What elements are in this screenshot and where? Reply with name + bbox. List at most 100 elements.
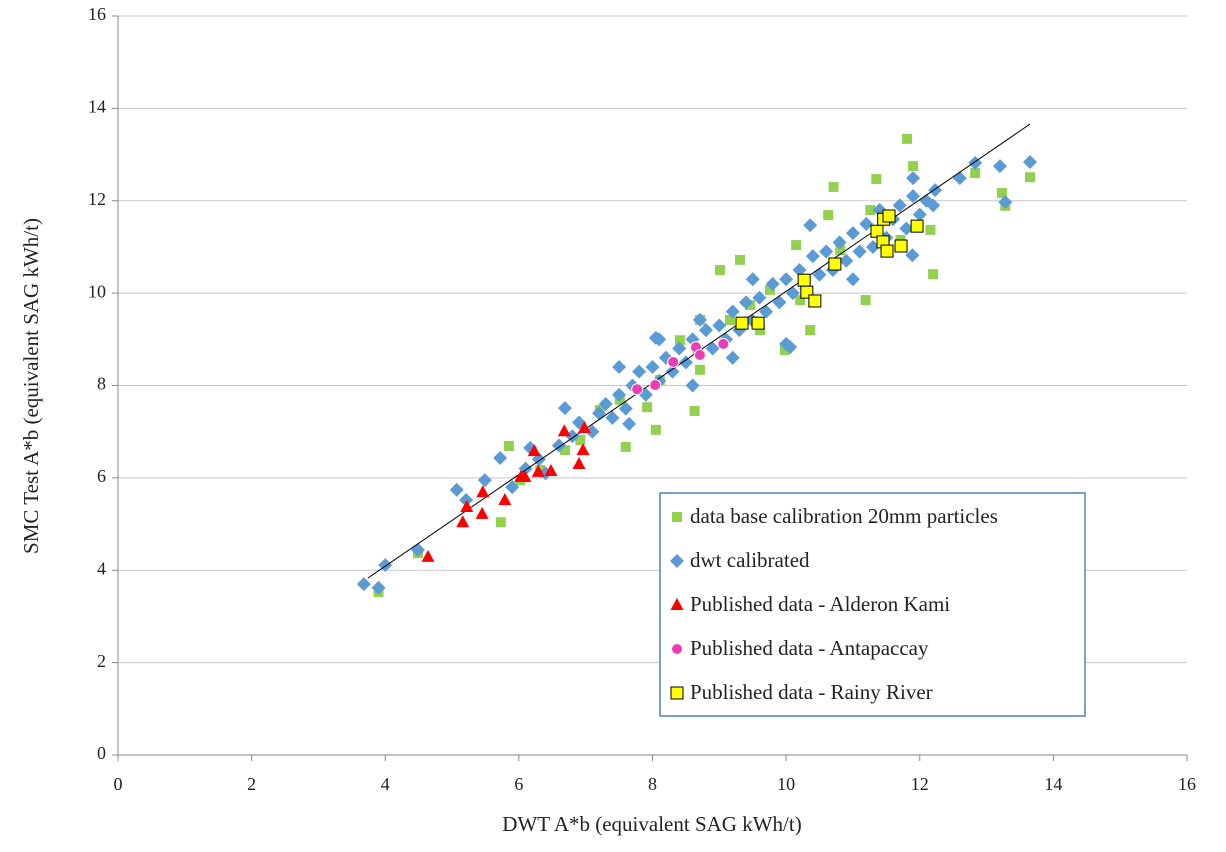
y-tick-label: 6 [97,466,106,486]
diamond-marker [612,387,627,402]
y-tick-label: 14 [88,97,106,117]
x-tick-label: 8 [648,774,657,794]
diamond-marker [605,410,620,425]
square-marker [755,325,766,336]
square-marker [908,161,919,172]
square-marker [828,257,842,271]
triangle-marker [475,506,489,519]
diamond-marker [752,290,767,305]
diamond-marker [912,207,927,222]
square-marker [725,314,736,325]
square-marker [910,219,924,233]
square-marker [689,405,700,416]
diamond-marker [839,253,854,268]
diamond-marker [865,239,880,254]
diamond-marker [622,416,637,431]
square-marker [714,265,725,276]
circle-marker [667,355,680,368]
diamond-marker [652,332,667,347]
triangle-marker [518,469,532,482]
diamond-marker [899,221,914,236]
square-marker [925,224,936,235]
x-tick-label: 12 [911,774,929,794]
diamond-marker [998,195,1013,210]
diamond-marker [685,378,700,393]
square-marker [808,294,822,308]
y-tick-label: 12 [88,189,106,209]
triangle-marker [460,499,474,512]
triangle-marker [456,515,470,528]
diamond-marker [845,272,860,287]
diamond-marker [1022,154,1037,169]
square-marker [894,239,908,253]
legend-label: Published data - Rainy River [690,680,933,704]
square-marker [791,240,802,251]
square-marker [795,295,806,306]
marks [356,123,1037,597]
square-marker [805,325,816,336]
square-marker [503,441,514,452]
square-marker [642,402,653,413]
legend-label: data base calibration 20mm particles [690,504,998,528]
diamond-marker [665,364,680,379]
diamond-marker [892,198,907,213]
square-marker [823,210,834,221]
square-marker [694,364,705,375]
diamond-marker [832,235,847,250]
diamond-marker [678,355,693,370]
diamond-marker [845,226,860,241]
diamond-marker [612,360,627,375]
diamond-marker [952,171,967,186]
legend-label: dwt calibrated [690,548,810,572]
x-tick-label: 14 [1044,774,1062,794]
square-marker [674,335,685,346]
x-tick-label: 10 [777,774,795,794]
square-marker [880,244,894,258]
diamond-marker [692,312,707,327]
square-marker [575,435,586,446]
square-marker [670,686,684,700]
diamond-marker [477,473,492,488]
diamond-marker [765,276,780,291]
triangle-marker [527,444,541,457]
triangle-marker [577,420,591,433]
square-marker [672,512,682,522]
circle-marker [649,379,662,392]
triangle-marker [476,485,490,498]
square-marker [871,174,882,185]
triangle-marker [421,549,435,562]
x-tick-label: 6 [514,774,523,794]
diamond-marker [356,577,371,592]
diamond-marker [557,401,572,416]
diamond-marker [906,171,921,186]
triangle-marker [544,463,558,476]
square-marker [970,168,981,179]
y-tick-label: 4 [97,558,106,578]
diamond-marker [792,263,807,278]
square-marker [765,284,776,295]
diamond-marker [859,216,874,231]
diamond-marker [803,218,818,233]
circle-marker [671,643,683,655]
diamond-marker [759,304,774,319]
square-marker [735,316,749,330]
square-marker [882,209,896,223]
legend-label: Published data - Antapaccay [690,636,929,660]
diamond-marker [585,424,600,439]
diamond-marker [805,249,820,264]
triangle-marker [498,493,512,506]
x-axis-title: DWT A*b (equivalent SAG kWh/t) [502,812,801,836]
square-marker [996,187,1007,198]
diamond-marker [632,364,647,379]
square-marker [928,269,939,280]
diamond-marker [645,360,660,375]
circle-marker [631,383,644,396]
diamond-marker [819,244,834,259]
diamond-marker [493,451,508,466]
diamond-marker [725,304,740,319]
x-tick-label: 16 [1178,774,1196,794]
diamond-marker [670,554,684,568]
x-tick-label: 2 [247,774,256,794]
diamond-marker [618,401,633,416]
